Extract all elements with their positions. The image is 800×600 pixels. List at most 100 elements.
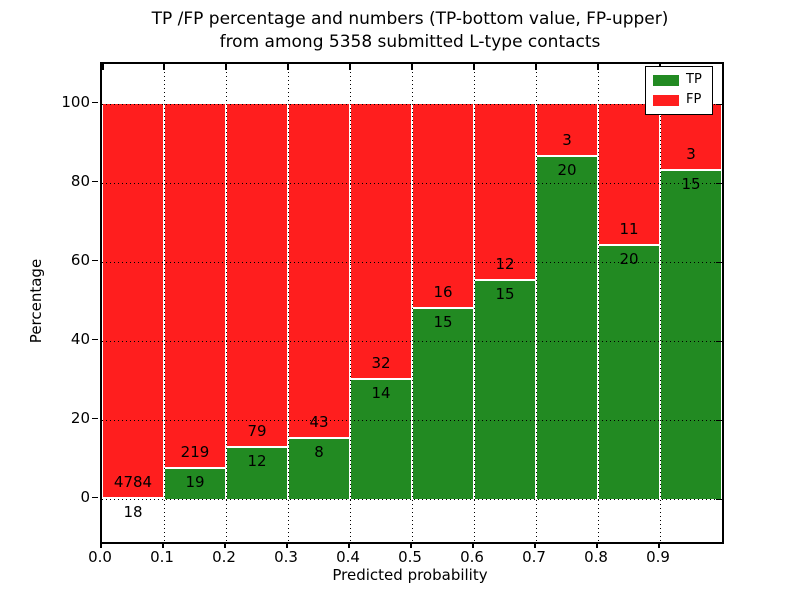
x-tick-mark (286, 542, 288, 548)
bar-fp-segment (536, 103, 598, 155)
v-gridline (536, 64, 537, 542)
top-tick-mark (163, 64, 165, 70)
x-tick-label: 0.1 (150, 548, 174, 566)
y-tick-mark (92, 417, 98, 420)
x-tick-mark (224, 542, 226, 548)
tp-count-label: 20 (619, 249, 639, 268)
x-tick-label: 0.9 (646, 548, 670, 566)
x-tick-mark (472, 542, 474, 548)
plot-area: 4784 18 219 19 79 12 43 8 32 14 16 15 12 15 3 20 11 20 3 15 (100, 62, 724, 544)
x-tick-mark (348, 542, 350, 548)
bar-tp-segment (102, 497, 164, 500)
top-tick-mark (473, 64, 475, 70)
x-tick-label: 0.0 (88, 548, 112, 566)
top-tick-mark (225, 64, 227, 70)
bar-fp-segment (350, 103, 412, 379)
top-tick-mark (287, 64, 289, 70)
y-tick-mark (92, 259, 98, 262)
top-tick-mark (349, 64, 351, 70)
tp-count-label: 8 (314, 442, 324, 461)
x-tick-mark (658, 542, 660, 548)
y-tick-label: 80 (70, 171, 90, 190)
x-tick-label: 0.7 (522, 548, 546, 566)
y-tick-label: 40 (70, 329, 90, 348)
y-tick-mark (92, 101, 98, 103)
legend-item-fp: FP (653, 93, 705, 107)
tp-count-label: 14 (371, 384, 391, 403)
bar-tp-segment (598, 243, 660, 499)
tp-count-label: 20 (557, 161, 577, 180)
chart-title-line1: TP /FP percentage and numbers (TP-bottom… (151, 9, 669, 29)
bar-tp-segment (350, 378, 412, 499)
plot-canvas: 4784 18 219 19 79 12 43 8 32 14 16 15 12 15 3 20 11 20 3 15 (102, 64, 722, 542)
tp-legend-swatch (653, 74, 679, 86)
top-tick-mark (535, 64, 537, 70)
top-tick-mark (102, 64, 104, 70)
y-tick-label: 20 (70, 408, 90, 427)
fp-count-label: 16 (433, 283, 453, 302)
fp-count-label: 4784 (113, 473, 153, 492)
bar-fp-segment (412, 103, 474, 308)
fp-count-label: 11 (619, 219, 639, 238)
v-gridline (226, 64, 227, 542)
x-axis-label: Predicted probability (332, 566, 488, 584)
fp-count-label: 79 (247, 422, 267, 441)
x-tick-label: 0.2 (212, 548, 236, 566)
v-gridline (598, 64, 599, 542)
y-axis-label: Percentage (27, 258, 45, 344)
bar-tp-segment (288, 436, 350, 499)
bar-fp-segment (164, 103, 226, 468)
x-tick-mark (596, 542, 598, 548)
fp-count-label: 3 (562, 131, 572, 150)
bar-fp-segment (226, 103, 288, 447)
top-tick-mark (597, 64, 599, 70)
chart-title-line2: from among 5358 submitted L-type contact… (219, 32, 601, 52)
chart-title: TP /FP percentage and numbers (TP-bottom… (100, 8, 720, 54)
right-tick-mark (716, 340, 722, 343)
x-tick-label: 0.8 (584, 548, 608, 566)
tp-count-label: 18 (123, 503, 143, 522)
x-tick-label: 0.6 (460, 548, 484, 566)
v-gridline (412, 64, 413, 542)
top-tick-mark (411, 64, 413, 70)
fp-count-label: 32 (371, 354, 391, 373)
tp-count-label: 15 (681, 175, 701, 194)
bar-tp-segment (412, 307, 474, 499)
y-tick-label: 60 (70, 250, 90, 269)
tp-count-label: 15 (433, 313, 453, 332)
bar-fp-segment (288, 103, 350, 437)
fp-legend-swatch (653, 94, 679, 106)
bar-tp-segment (536, 155, 598, 499)
bar-tp-segment (660, 169, 722, 499)
bar-tp-segment (474, 279, 536, 499)
x-tick-label: 0.4 (336, 548, 360, 566)
legend-item-tp: TP (653, 73, 705, 87)
tp-count-label: 19 (185, 473, 205, 492)
x-tick-mark (162, 542, 164, 548)
legend: TP FP (645, 66, 713, 115)
bar-tp-segment (226, 446, 288, 499)
bar-fp-segment (102, 103, 164, 498)
right-tick-mark (716, 419, 722, 422)
x-tick-mark (100, 542, 102, 548)
y-tick-label: 100 (61, 92, 90, 111)
x-tick-label: 0.3 (274, 548, 298, 566)
fp-count-label: 3 (686, 145, 696, 164)
y-tick-mark (92, 338, 98, 341)
v-gridline (164, 64, 165, 542)
y-tick-mark (92, 180, 98, 182)
v-gridline (474, 64, 475, 542)
v-gridline (660, 64, 661, 542)
x-tick-mark (534, 542, 536, 548)
y-tick-mark (92, 496, 98, 499)
v-gridline (350, 64, 351, 542)
bar-fp-segment (474, 103, 536, 280)
right-tick-mark (716, 103, 722, 105)
v-gridline (288, 64, 289, 542)
right-tick-mark (716, 182, 722, 184)
tp-count-label: 12 (247, 452, 267, 471)
y-tick-label: 0 (80, 487, 90, 506)
fp-count-label: 43 (309, 412, 329, 431)
fp-count-label: 219 (180, 443, 210, 462)
